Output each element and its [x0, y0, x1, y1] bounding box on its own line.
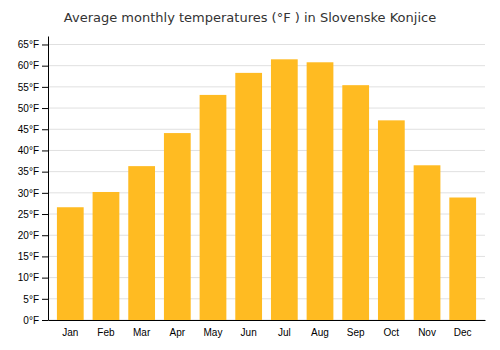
- bar: [378, 120, 405, 320]
- y-tick-mark: [42, 214, 48, 215]
- x-axis-line: [49, 320, 486, 321]
- x-tick-label: Jun: [241, 327, 257, 338]
- y-tick: 35°F: [18, 166, 48, 177]
- y-tick-label: 0°F: [23, 315, 39, 326]
- bar: [414, 165, 441, 320]
- x-tick: Jan: [62, 327, 78, 338]
- y-tick-mark: [42, 256, 48, 257]
- bar: [200, 95, 227, 320]
- bar: [93, 192, 120, 320]
- y-tick-mark: [42, 193, 48, 194]
- y-tick-mark: [42, 129, 48, 130]
- y-tick: 65°F: [18, 39, 48, 50]
- y-tick-mark: [42, 108, 48, 109]
- y-tick-mark: [42, 150, 48, 151]
- bar: [307, 62, 334, 320]
- y-tick-label: 60°F: [18, 60, 39, 71]
- y-tick-label: 35°F: [18, 166, 39, 177]
- bar: [449, 197, 476, 320]
- bar: [128, 166, 155, 320]
- y-tick-label: 10°F: [18, 272, 39, 283]
- y-tick: 0°F: [23, 315, 48, 326]
- grid-line: [48, 129, 485, 130]
- y-tick: 45°F: [18, 124, 48, 135]
- y-tick: 5°F: [23, 294, 48, 305]
- bar: [57, 207, 84, 320]
- grid-line: [48, 108, 485, 109]
- y-tick-label: 30°F: [18, 188, 39, 199]
- x-tick-label: Sep: [347, 327, 365, 338]
- x-tick-label: Mar: [133, 327, 151, 338]
- y-tick-label: 15°F: [18, 251, 39, 262]
- y-tick-label: 45°F: [18, 124, 39, 135]
- bar: [271, 59, 298, 320]
- y-tick: 55°F: [18, 82, 48, 93]
- bars: [57, 59, 476, 320]
- y-tick-label: 55°F: [18, 82, 39, 93]
- grid-line: [48, 86, 485, 87]
- y-tick-mark: [42, 278, 48, 279]
- y-tick: 25°F: [18, 209, 48, 220]
- y-tick-mark: [42, 172, 48, 173]
- grid-line: [48, 150, 485, 151]
- x-tick: Sep: [347, 327, 365, 338]
- x-tick-label: Nov: [418, 327, 436, 338]
- y-tick-label: 50°F: [18, 103, 39, 114]
- x-tick: Mar: [133, 327, 151, 338]
- title: Average monthly temperatures (°F ) in Sl…: [64, 10, 436, 25]
- y-tick-mark: [42, 320, 48, 321]
- y-tick: 20°F: [18, 230, 48, 241]
- x-tick-label: Oct: [384, 327, 400, 338]
- y-tick-mark: [42, 235, 48, 236]
- x-tick-label: May: [204, 327, 223, 338]
- x-tick: Oct: [384, 327, 400, 338]
- y-tick-label: 25°F: [18, 209, 39, 220]
- y-axis: 0°F 5°F 10°F 15°F 20°F 25°F 30°F 35°F 40°F 45°F 50…: [18, 37, 49, 326]
- y-tick: 60°F: [18, 60, 48, 71]
- bar: [164, 133, 191, 320]
- x-tick-label: Jul: [278, 327, 291, 338]
- x-tick: Apr: [170, 327, 186, 338]
- x-tick: Dec: [454, 327, 472, 338]
- x-tick-label: Feb: [97, 327, 115, 338]
- x-tick: Jul: [278, 327, 291, 338]
- x-tick-label: Apr: [170, 327, 186, 338]
- grid: [48, 44, 485, 320]
- y-tick-mark: [42, 44, 48, 45]
- x-tick-label: Dec: [454, 327, 472, 338]
- y-tick: 30°F: [18, 188, 48, 199]
- x-tick: Aug: [311, 327, 329, 338]
- x-tick: May: [204, 327, 223, 338]
- x-tick-label: Jan: [62, 327, 78, 338]
- bar: [235, 73, 262, 320]
- chart: 0°F 5°F 10°F 15°F 20°F 25°F 30°F 35°F 40°F 45°F 50…: [0, 0, 500, 350]
- y-tick-label: 40°F: [18, 145, 39, 156]
- plot: 0°F 5°F 10°F 15°F 20°F 25°F 30°F 35°F 40°F 45°F 50…: [18, 37, 486, 339]
- x-tick: Nov: [418, 327, 436, 338]
- y-tick-mark: [42, 66, 48, 67]
- x-tick-label: Aug: [311, 327, 329, 338]
- y-tick: 15°F: [18, 251, 48, 262]
- x-axis: Jan Feb Mar Apr May Jun Jul Aug Sep Oct Nov Dec: [49, 321, 486, 339]
- y-tick-label: 20°F: [18, 230, 39, 241]
- y-tick: 40°F: [18, 145, 48, 156]
- y-axis-line: [48, 37, 49, 321]
- x-tick: Feb: [97, 327, 115, 338]
- y-tick-label: 65°F: [18, 39, 39, 50]
- grid-line: [48, 44, 485, 45]
- x-tick: Jun: [241, 327, 257, 338]
- y-tick: 50°F: [18, 103, 48, 114]
- y-tick-mark: [42, 87, 48, 88]
- bar: [342, 85, 369, 320]
- y-tick: 10°F: [18, 272, 48, 283]
- grid-line: [48, 65, 485, 66]
- y-tick-label: 5°F: [23, 294, 39, 305]
- y-tick-mark: [42, 299, 48, 300]
